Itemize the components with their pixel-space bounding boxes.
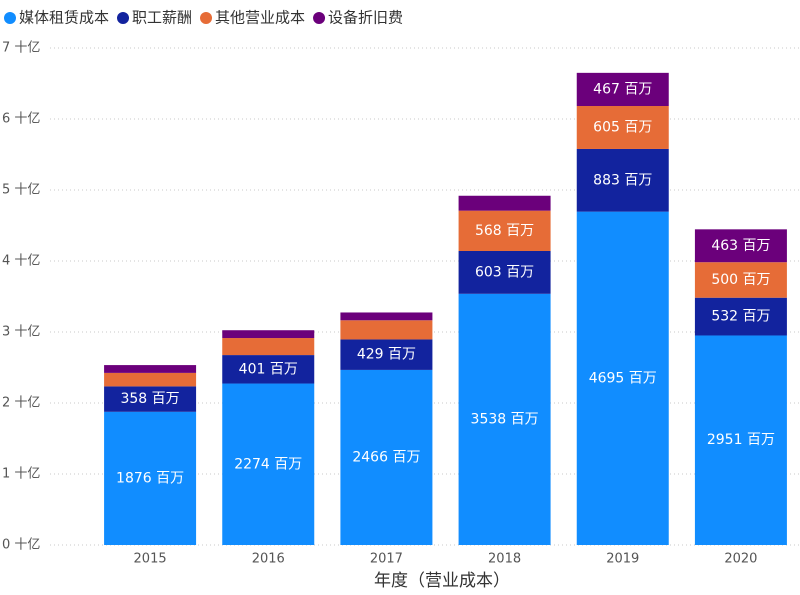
legend-swatch	[200, 12, 213, 24]
y-tick-label: 5 十亿	[2, 183, 40, 198]
bar-segment	[458, 250, 551, 294]
data-label: 2951 百万	[707, 432, 775, 448]
data-label: 358 百万	[120, 391, 179, 407]
bar-segment	[340, 369, 433, 545]
data-label: 4695 百万	[589, 370, 657, 386]
data-label: 605 百万	[593, 119, 652, 135]
bar-segment	[222, 355, 315, 384]
data-label: 532 百万	[711, 309, 770, 325]
bar-segment	[340, 320, 433, 340]
x-tick-label: 2016	[252, 552, 285, 567]
data-label: 401 百万	[239, 361, 298, 377]
bar-segment	[104, 411, 197, 545]
data-label: 2466 百万	[352, 449, 420, 465]
y-tick-label: 0 十亿	[2, 538, 40, 553]
y-tick-label: 1 十亿	[2, 467, 40, 482]
bar-segment	[576, 148, 669, 212]
x-tick-label: 2015	[134, 552, 167, 567]
bar-segment	[576, 72, 669, 107]
x-tick-label: 2018	[488, 552, 521, 567]
legend-label: 其他营业成本	[215, 9, 305, 27]
bar-segment	[104, 372, 197, 387]
bar-segment	[576, 211, 669, 545]
bar-segment	[694, 335, 787, 545]
x-axis-title: 年度（营业成本）	[374, 571, 510, 591]
data-label: 1876 百万	[116, 470, 184, 486]
bar-segment	[458, 293, 551, 545]
bar-segment	[340, 339, 433, 370]
x-tick-label: 2019	[606, 552, 639, 567]
data-label: 463 百万	[711, 238, 770, 254]
data-label: 429 百万	[357, 347, 416, 363]
bar-segment	[104, 365, 197, 373]
data-label: 2274 百万	[234, 456, 302, 472]
data-label: 568 百万	[475, 223, 534, 239]
bar-segment	[340, 312, 433, 321]
data-label: 500 百万	[711, 272, 770, 288]
legend-label: 职工薪酬	[132, 9, 192, 27]
legend-label: 媒体租赁成本	[19, 9, 109, 27]
data-label: 883 百万	[593, 172, 652, 188]
legend-label: 设备折旧费	[328, 9, 403, 27]
data-label: 3538 百万	[471, 411, 539, 427]
legend-swatch	[117, 12, 130, 24]
legend-swatch	[4, 12, 16, 24]
data-label: 467 百万	[593, 81, 652, 97]
y-tick-label: 7 十亿	[2, 41, 40, 56]
x-tick-label: 2017	[370, 552, 403, 567]
y-tick-label: 2 十亿	[2, 396, 40, 411]
bar-segment	[694, 262, 787, 298]
y-tick-label: 4 十亿	[2, 254, 40, 269]
legend-swatch	[313, 12, 326, 24]
y-tick-label: 3 十亿	[2, 325, 40, 340]
bar-segment	[222, 383, 315, 545]
x-tick-label: 2020	[724, 552, 757, 567]
bar-segment	[458, 210, 551, 251]
data-label: 603 百万	[475, 264, 534, 280]
bar-segment	[104, 386, 197, 412]
y-tick-label: 6 十亿	[2, 112, 40, 127]
bar-segment	[694, 297, 787, 336]
bar-segment	[222, 338, 315, 356]
bar-segment	[694, 229, 787, 263]
bar-segment	[222, 330, 315, 339]
bar-segment	[576, 106, 669, 149]
bar-segment	[458, 195, 551, 211]
